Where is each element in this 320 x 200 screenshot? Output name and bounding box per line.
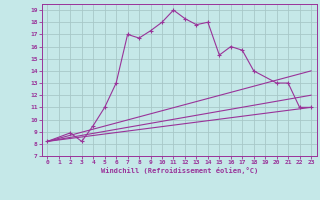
X-axis label: Windchill (Refroidissement éolien,°C): Windchill (Refroidissement éolien,°C) — [100, 167, 258, 174]
